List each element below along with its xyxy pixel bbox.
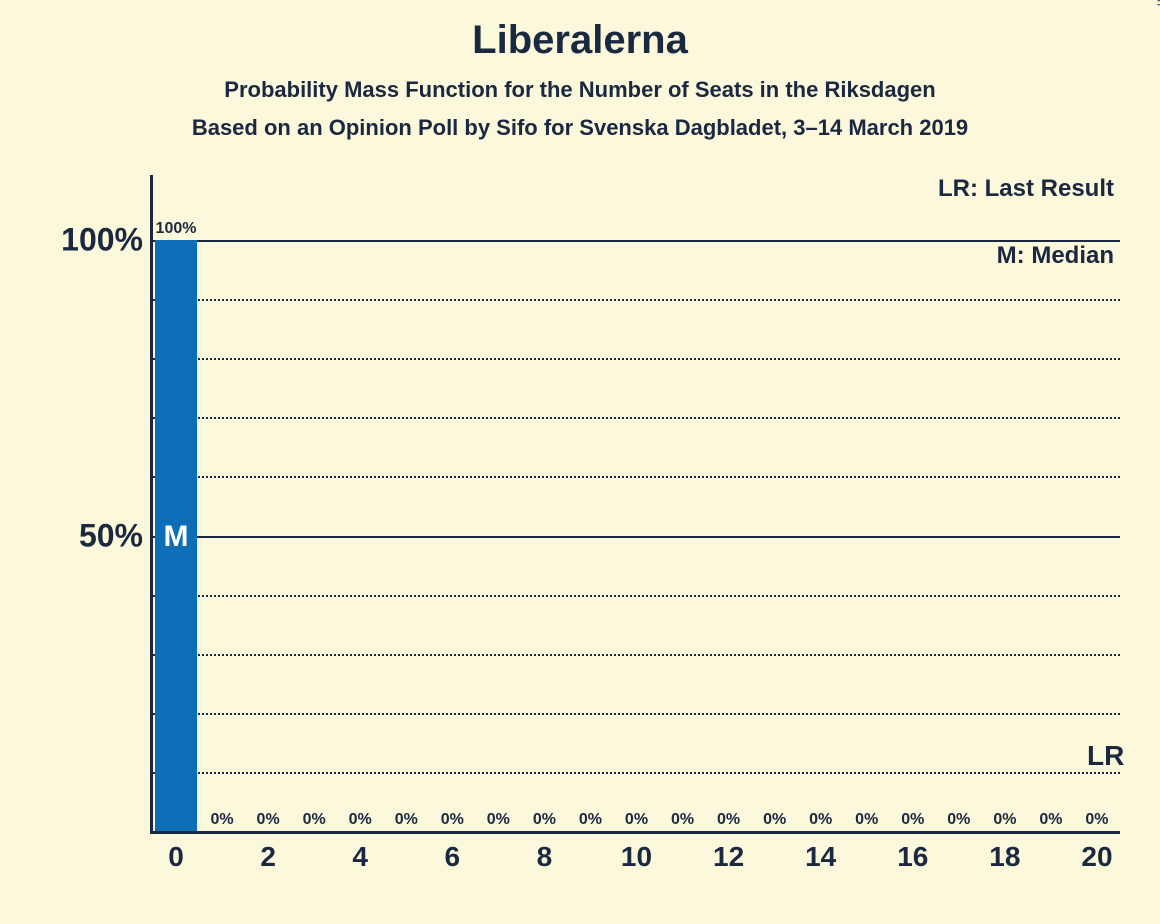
gridline-minor bbox=[153, 772, 1120, 774]
chart-subtitle-1: Probability Mass Function for the Number… bbox=[0, 77, 1160, 103]
gridline-major bbox=[153, 536, 1120, 538]
gridline-minor bbox=[153, 654, 1120, 656]
bar-value-label: 0% bbox=[993, 811, 1016, 831]
gridline-major bbox=[153, 240, 1120, 242]
x-axis-tick-label: 18 bbox=[989, 831, 1020, 873]
bar-value-label: 0% bbox=[763, 811, 786, 831]
copyright-text: © 2020 Filip van Laenen bbox=[1154, 0, 1160, 6]
gridline-minor bbox=[153, 417, 1120, 419]
x-axis-tick-label: 0 bbox=[168, 831, 184, 873]
x-axis-tick-label: 20 bbox=[1081, 831, 1112, 873]
bar-value-label: 0% bbox=[303, 811, 326, 831]
x-axis-tick-label: 12 bbox=[713, 831, 744, 873]
gridline-minor bbox=[153, 713, 1120, 715]
chart-subtitle-2: Based on an Opinion Poll by Sifo for Sve… bbox=[0, 115, 1160, 141]
y-axis-tick-label: 100% bbox=[61, 222, 153, 259]
bar-value-label: 0% bbox=[1039, 811, 1062, 831]
bar-value-label: 0% bbox=[717, 811, 740, 831]
plot-area: 50%100%02468101214161820100%M0%0%0%0%0%0… bbox=[150, 175, 1120, 834]
x-axis-tick-label: 4 bbox=[352, 831, 368, 873]
bar-value-label: 0% bbox=[625, 811, 648, 831]
legend-last-result: LR: Last Result bbox=[938, 175, 1114, 203]
gridline-minor bbox=[153, 358, 1120, 360]
gridline-minor bbox=[153, 595, 1120, 597]
last-result-marker: LR bbox=[1087, 740, 1124, 772]
bar-value-label: 0% bbox=[257, 811, 280, 831]
bar-value-label: 0% bbox=[809, 811, 832, 831]
x-axis-tick-label: 6 bbox=[445, 831, 461, 873]
chart-container: 50%100%02468101214161820100%M0%0%0%0%0%0… bbox=[40, 165, 1130, 894]
legend-median: M: Median bbox=[997, 242, 1114, 270]
x-axis-tick-label: 2 bbox=[260, 831, 276, 873]
bar-value-label: 0% bbox=[349, 811, 372, 831]
x-axis-tick-label: 10 bbox=[621, 831, 652, 873]
bar-value-label: 0% bbox=[579, 811, 602, 831]
bar-value-label: 0% bbox=[395, 811, 418, 831]
bar-value-label: 0% bbox=[901, 811, 924, 831]
bar-value-label: 100% bbox=[156, 220, 197, 240]
bar-value-label: 0% bbox=[1085, 811, 1108, 831]
gridline-minor bbox=[153, 299, 1120, 301]
bar-value-label: 0% bbox=[441, 811, 464, 831]
bar: 100%M bbox=[155, 240, 196, 831]
x-axis-tick-label: 8 bbox=[537, 831, 553, 873]
bar-value-label: 0% bbox=[947, 811, 970, 831]
median-marker: M bbox=[164, 520, 189, 554]
bar-value-label: 0% bbox=[533, 811, 556, 831]
x-axis-tick-label: 14 bbox=[805, 831, 836, 873]
y-axis-tick-label: 50% bbox=[79, 517, 153, 554]
bar-value-label: 0% bbox=[671, 811, 694, 831]
bar-value-label: 0% bbox=[855, 811, 878, 831]
bar-value-label: 0% bbox=[487, 811, 510, 831]
bar-value-label: 0% bbox=[211, 811, 234, 831]
x-axis-tick-label: 16 bbox=[897, 831, 928, 873]
gridline-minor bbox=[153, 476, 1120, 478]
chart-title: Liberalerna bbox=[0, 0, 1160, 63]
